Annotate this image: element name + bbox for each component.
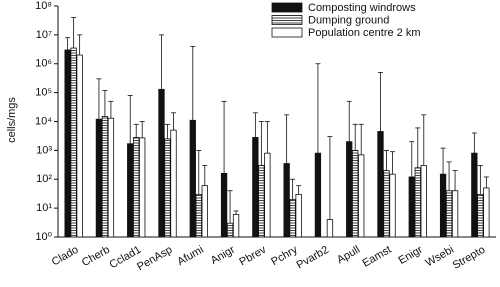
x-tick-label: Enigr (396, 244, 425, 267)
x-tick-label: Afumi (175, 244, 205, 268)
x-tick-label: Pbrev (237, 243, 268, 268)
bar (377, 131, 384, 238)
x-tick-label: Clado (50, 244, 81, 269)
bar (258, 165, 265, 238)
y-tick-label: 10² (36, 173, 52, 185)
bar (76, 54, 83, 238)
x-tick-label: Pchry (269, 243, 300, 268)
x-tick-label: Strepto (451, 244, 488, 272)
bar (195, 193, 202, 238)
bar (477, 193, 484, 238)
bar (133, 137, 140, 238)
legend-label: Population centre 2 km (308, 27, 421, 39)
bar (226, 222, 234, 238)
y-tick-label: 10⁵ (35, 87, 52, 99)
bar (289, 199, 296, 238)
x-tick-label: PenAsp (135, 244, 174, 274)
x-tick-label: Eamst (360, 244, 393, 270)
legend-swatch (271, 2, 303, 13)
bar (252, 137, 259, 238)
bar (158, 88, 165, 238)
y-tick-label: 10⁴ (35, 115, 52, 127)
bar (95, 118, 103, 238)
bar (107, 117, 115, 238)
y-tick-label: 10⁷ (36, 29, 52, 41)
bar (264, 152, 271, 238)
bar (445, 190, 453, 238)
bar (64, 49, 71, 238)
bar (283, 163, 290, 238)
legend-swatch (271, 27, 303, 38)
bar (346, 141, 353, 238)
bar (451, 190, 459, 238)
bar (439, 173, 447, 238)
y-tick-label: 10⁸ (35, 0, 52, 12)
x-tick-label: Anigr (209, 244, 238, 267)
bar (352, 149, 359, 238)
legend-swatch (271, 15, 303, 25)
x-tick-label: Wsebi (424, 244, 456, 270)
bar (471, 152, 478, 238)
bar (70, 47, 77, 238)
legend-label: Dumping ground (308, 14, 389, 26)
bar (414, 167, 421, 238)
y-tick-label: 10⁶ (35, 58, 52, 70)
bar (389, 173, 396, 238)
bar (101, 116, 109, 238)
bar (189, 119, 196, 238)
x-tick-label: Apull (335, 244, 362, 267)
bar (232, 214, 240, 238)
y-tick-label: 10³ (36, 144, 52, 156)
x-tick-label: Cherb (80, 244, 112, 269)
bar (408, 176, 415, 238)
bar (201, 185, 208, 238)
bar (483, 187, 490, 238)
bar (127, 143, 134, 238)
y-tick-label: 10⁰ (35, 231, 52, 243)
y-axis-label: cells/mgs (6, 97, 18, 143)
y-tick-label: 10¹ (36, 202, 52, 214)
bar (358, 154, 365, 238)
legend-label: Composting windrows (308, 2, 416, 14)
bar (164, 138, 171, 238)
bar (170, 129, 177, 238)
bar (326, 219, 334, 238)
bar (139, 137, 146, 238)
bar (420, 165, 427, 238)
bar (314, 152, 322, 238)
bar (220, 172, 228, 238)
bar (383, 170, 390, 238)
bar (295, 193, 302, 238)
x-tick-label: Pvarb2 (295, 244, 331, 272)
